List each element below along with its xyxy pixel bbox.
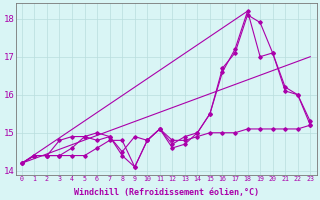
X-axis label: Windchill (Refroidissement éolien,°C): Windchill (Refroidissement éolien,°C) bbox=[74, 188, 259, 197]
